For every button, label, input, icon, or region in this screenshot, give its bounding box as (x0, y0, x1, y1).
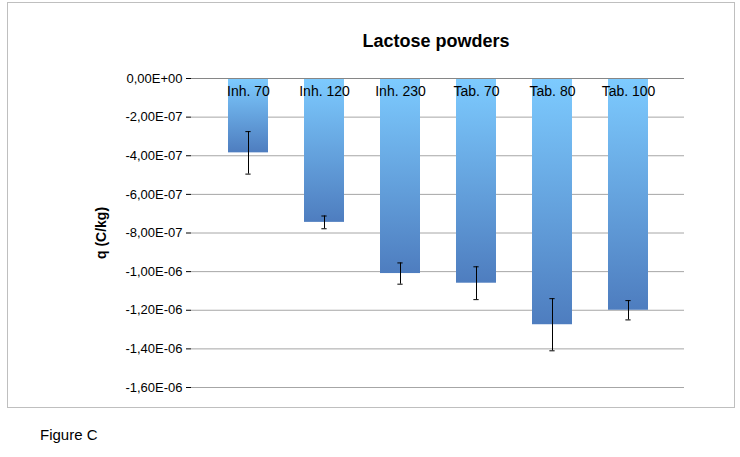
svg-text:-4,00E-07: -4,00E-07 (125, 148, 182, 163)
svg-text:0,00E+00: 0,00E+00 (126, 71, 182, 86)
svg-text:q (C/kg): q (C/kg) (93, 207, 109, 259)
svg-text:-2,00E-07: -2,00E-07 (125, 109, 182, 124)
html-text:Figure C: Figure C (40, 426, 98, 443)
svg-text:-8,00E-07: -8,00E-07 (125, 225, 182, 240)
svg-text:-1,40E-06: -1,40E-06 (125, 341, 182, 356)
html-text:Lactose powders: Lactose powders (362, 31, 510, 51)
svg-text:-1,20E-06: -1,20E-06 (125, 302, 182, 317)
svg-text:-1,00E-06: -1,00E-06 (125, 264, 182, 279)
svg-text:-1,60E-06: -1,60E-06 (125, 380, 182, 395)
svg-text:Inh. 120: Inh. 120 (299, 83, 350, 99)
svg-text:-6,00E-07: -6,00E-07 (125, 187, 182, 202)
svg-text:Tab. 70: Tab. 70 (454, 83, 500, 99)
svg-text:Tab. 100: Tab. 100 (602, 83, 656, 99)
svg-text:Tab. 80: Tab. 80 (530, 83, 576, 99)
svg-text:Inh. 230: Inh. 230 (375, 83, 426, 99)
svg-text:Inh. 70: Inh. 70 (227, 83, 270, 99)
